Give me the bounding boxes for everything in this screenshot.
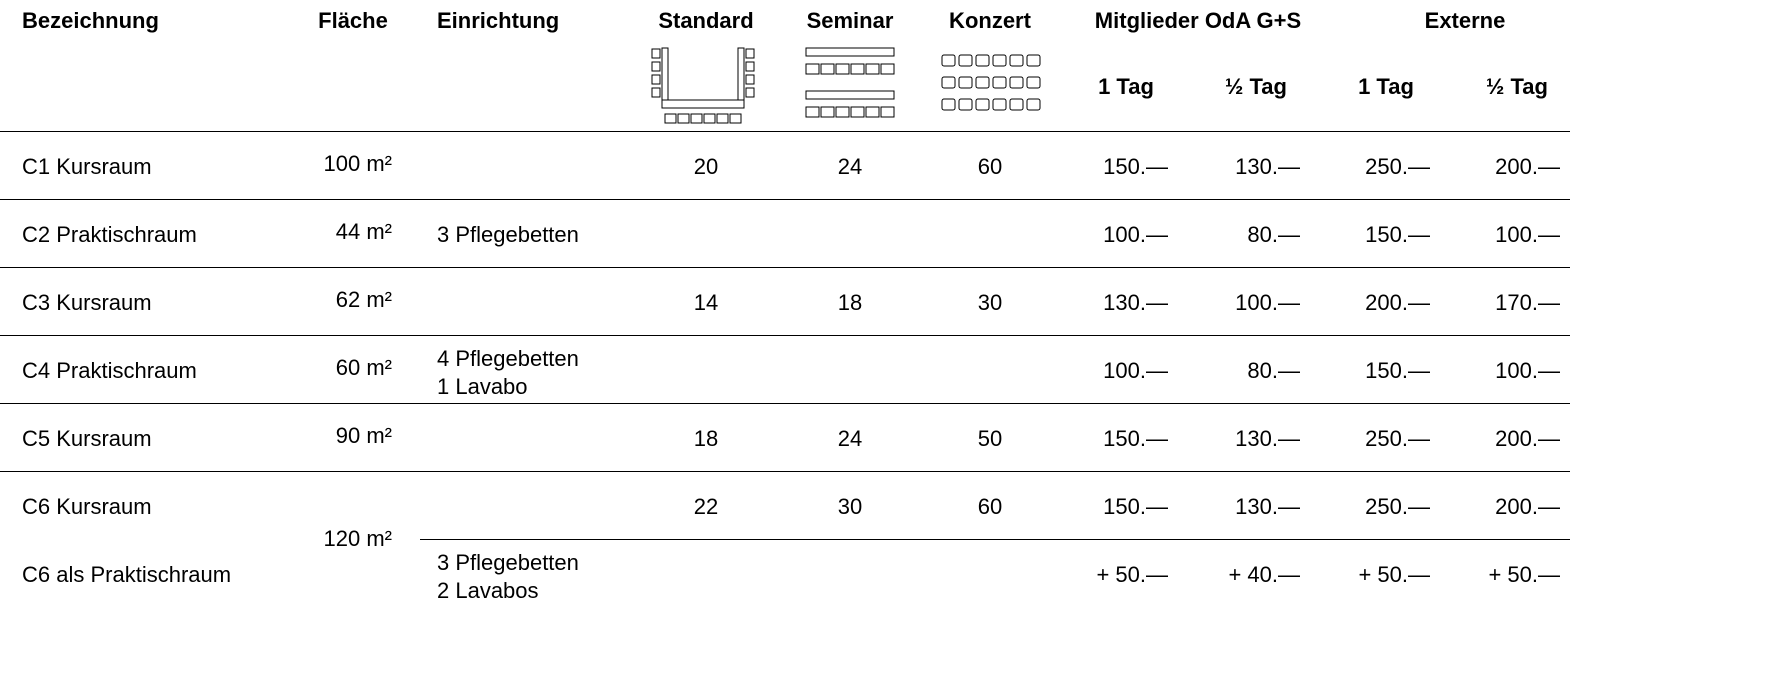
equipment: 2 Lavabos: [437, 578, 539, 603]
price: 80.—: [1247, 222, 1300, 247]
row-rule: [0, 199, 1570, 200]
row-rule: [0, 335, 1570, 336]
price: + 50.—: [1488, 562, 1560, 587]
row-rule: [0, 403, 1570, 404]
room-area: 44 m²: [335, 219, 392, 244]
price: 100.—: [1103, 222, 1168, 247]
capacity-seminar: 24: [837, 426, 863, 451]
price: 150.—: [1103, 426, 1168, 451]
room-name: C3 Kursraum: [22, 290, 152, 315]
standard-icon: [651, 47, 755, 124]
row-rule: [420, 539, 1570, 540]
price: 80.—: [1247, 358, 1300, 383]
room-name: C5 Kursraum: [22, 426, 152, 451]
capacity-seminar: 24: [837, 154, 863, 179]
room-name: C2 Praktischraum: [22, 222, 197, 247]
column-header: Konzert: [949, 8, 1031, 33]
price: 150.—: [1103, 154, 1168, 179]
equipment: 4 Pflegebetten: [437, 346, 579, 371]
equipment: 1 Lavabo: [437, 374, 528, 399]
column-header: Einrichtung: [437, 8, 560, 33]
price: 150.—: [1365, 358, 1430, 383]
capacity-standard: 20: [693, 154, 719, 179]
price: 200.—: [1365, 290, 1430, 315]
capacity-seminar: 30: [837, 494, 863, 519]
room-area: 90 m²: [335, 423, 392, 448]
column-header: Fläche: [318, 8, 388, 33]
price: + 50.—: [1358, 562, 1430, 587]
price: 250.—: [1365, 426, 1430, 451]
room-name: C6 als Praktischraum: [22, 562, 232, 587]
price: 130.—: [1235, 426, 1300, 451]
equipment: 3 Pflegebetten: [437, 222, 579, 247]
price: + 50.—: [1096, 562, 1168, 587]
capacity-seminar: 18: [837, 290, 863, 315]
price: 150.—: [1103, 494, 1168, 519]
capacity-standard: 14: [693, 290, 719, 315]
capacity-konzert: 30: [977, 290, 1003, 315]
room-area: 62 m²: [335, 287, 392, 312]
price: 150.—: [1365, 222, 1430, 247]
column-header: Seminar: [806, 8, 894, 33]
column-header: Bezeichnung: [22, 8, 159, 33]
column-header: Standard: [658, 8, 754, 33]
subcolumn-header: ½ Tag: [1225, 74, 1287, 99]
header-rule: [0, 131, 1570, 132]
capacity-konzert: 60: [977, 494, 1003, 519]
price: 170.—: [1495, 290, 1560, 315]
group-header: Mitglieder OdA G+S: [1094, 8, 1302, 33]
capacity-standard: 18: [693, 426, 719, 451]
konzert-icon: [941, 54, 1041, 111]
subcolumn-header: 1 Tag: [1358, 74, 1414, 99]
capacity-konzert: 50: [977, 426, 1003, 451]
room-area: 60 m²: [335, 355, 392, 380]
price: 250.—: [1365, 494, 1430, 519]
price: 100.—: [1103, 358, 1168, 383]
equipment: 3 Pflegebetten: [437, 550, 579, 575]
room-area: 100 m²: [323, 151, 392, 176]
room-area: 120 m²: [323, 526, 392, 551]
subcolumn-header: 1 Tag: [1098, 74, 1154, 99]
subcolumn-header: ½ Tag: [1486, 74, 1548, 99]
price: 130.—: [1103, 290, 1168, 315]
price: 100.—: [1495, 222, 1560, 247]
room-name: C4 Praktischraum: [22, 358, 197, 383]
price: 200.—: [1495, 494, 1560, 519]
price: 100.—: [1495, 358, 1560, 383]
group-header: Externe: [1424, 8, 1506, 33]
row-rule: [0, 267, 1570, 268]
room-name: C1 Kursraum: [22, 154, 152, 179]
price: 200.—: [1495, 154, 1560, 179]
price: 200.—: [1495, 426, 1560, 451]
row-rule: [0, 471, 1570, 472]
layout-icons: [651, 47, 1041, 124]
price: 250.—: [1365, 154, 1430, 179]
room-name: C6 Kursraum: [22, 494, 152, 519]
seminar-icon: [805, 47, 895, 118]
price: 100.—: [1235, 290, 1300, 315]
capacity-konzert: 60: [977, 154, 1003, 179]
price: 130.—: [1235, 494, 1300, 519]
price: + 40.—: [1228, 562, 1300, 587]
price: 130.—: [1235, 154, 1300, 179]
capacity-standard: 22: [693, 494, 719, 519]
